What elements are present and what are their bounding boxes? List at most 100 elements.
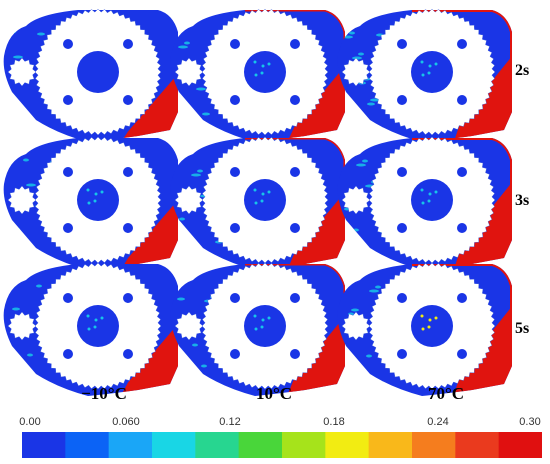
mid-fraction-streak	[369, 289, 379, 293]
pinion-gear	[7, 185, 37, 215]
hub-speckle	[86, 314, 90, 318]
hub-speckle	[253, 60, 257, 64]
bolt-hole	[230, 293, 240, 303]
colorbar-segment	[455, 432, 500, 458]
colorbar-segment	[238, 432, 283, 458]
pinion-gear	[174, 185, 204, 215]
bolt-hole	[290, 95, 300, 105]
bolt-hole	[290, 167, 300, 177]
mid-fraction-streak	[375, 285, 381, 289]
pinion-gear	[341, 57, 371, 87]
mid-fraction-streak	[366, 354, 372, 358]
hub-speckle	[427, 199, 431, 203]
bolt-hole	[290, 223, 300, 233]
rim-high-fraction	[245, 138, 346, 240]
mid-fraction-streak	[184, 41, 190, 45]
mid-fraction-streak	[26, 183, 36, 187]
panel-r3-c2	[170, 262, 346, 396]
hub-speckle	[261, 64, 265, 68]
hub-speckle	[260, 199, 264, 203]
central-hub	[411, 51, 453, 93]
row-label-5s: 5s	[515, 320, 530, 337]
mid-fraction-streak	[197, 169, 203, 173]
central-hub	[411, 179, 453, 221]
bolt-hole	[230, 167, 240, 177]
mid-fraction-streak	[356, 163, 366, 167]
panel-r1-c1	[3, 8, 179, 142]
bolt-hole	[397, 293, 407, 303]
bolt-hole	[457, 223, 467, 233]
bolt-hole	[230, 349, 240, 359]
hub-speckle	[86, 188, 90, 192]
hub-speckle	[427, 71, 431, 75]
hub-speckle	[87, 201, 91, 205]
hub-speckle	[421, 327, 425, 331]
colorbar-segment	[368, 432, 413, 458]
bolt-hole	[397, 349, 407, 359]
mid-fraction-streak	[192, 343, 198, 347]
mid-fraction-streak	[349, 31, 355, 35]
mid-fraction-streak	[12, 307, 20, 311]
bolt-hole	[457, 95, 467, 105]
colorbar-segment	[498, 432, 542, 458]
rim-high-fraction	[245, 264, 346, 366]
rim-high-fraction	[412, 138, 513, 240]
bolt-hole	[397, 167, 407, 177]
rim-high-fraction	[412, 264, 513, 366]
colorbar-tick-label: 0.24	[427, 416, 449, 428]
row-label-3s: 3s	[515, 192, 530, 209]
colorbar-tick-label: 0.18	[323, 416, 345, 428]
bolt-hole	[457, 293, 467, 303]
mid-fraction-streak	[196, 87, 206, 91]
hub-speckle	[94, 192, 98, 196]
column-label-70c: 70°C	[427, 384, 465, 403]
central-hub	[77, 51, 119, 93]
rim-high-fraction	[412, 10, 513, 112]
bolt-hole	[230, 223, 240, 233]
mid-fraction-streak	[27, 353, 33, 357]
mid-fraction-streak	[13, 55, 23, 59]
hub-speckle	[434, 190, 438, 194]
colorbar-segment	[22, 432, 66, 458]
mid-fraction-streak	[352, 56, 362, 60]
bolt-hole	[290, 349, 300, 359]
hub-speckle	[100, 190, 104, 194]
central-hub	[244, 179, 286, 221]
mid-fraction-streak	[202, 112, 210, 116]
row-label-2s: 2s	[515, 62, 530, 79]
mid-fraction-streak	[23, 158, 29, 162]
mid-fraction-streak	[178, 45, 188, 49]
colorbar-segment	[65, 432, 110, 458]
mid-fraction-streak	[10, 30, 16, 34]
panel-r2-c3	[337, 136, 513, 270]
colorbar-segment	[152, 432, 196, 458]
hub-speckle	[421, 73, 425, 77]
bolt-hole	[63, 293, 73, 303]
pinion-gear	[7, 311, 37, 341]
bolt-hole	[63, 167, 73, 177]
mid-fraction-streak	[36, 284, 42, 288]
bolt-hole	[397, 39, 407, 49]
hub-speckle	[100, 316, 104, 320]
bolt-hole	[457, 349, 467, 359]
bolt-hole	[123, 293, 133, 303]
hub-speckle	[93, 199, 97, 203]
hub-speckle	[254, 73, 258, 77]
bolt-hole	[397, 95, 407, 105]
panel-r3-c3	[337, 262, 513, 396]
bolt-hole	[123, 167, 133, 177]
mid-fraction-streak	[351, 308, 359, 312]
hub-speckle	[420, 60, 424, 64]
colorbar-segment	[325, 432, 370, 458]
pinion-gear	[7, 57, 37, 87]
rim-high-fraction	[245, 10, 346, 112]
mid-fraction-streak	[353, 228, 359, 232]
contour-panels	[3, 8, 513, 396]
column-label-10c: 10°C	[255, 384, 293, 403]
bolt-hole	[457, 39, 467, 49]
mid-fraction-streak	[188, 238, 194, 242]
high-fraction-region	[118, 68, 179, 142]
hub-speckle	[261, 318, 265, 322]
central-hub	[244, 51, 286, 93]
